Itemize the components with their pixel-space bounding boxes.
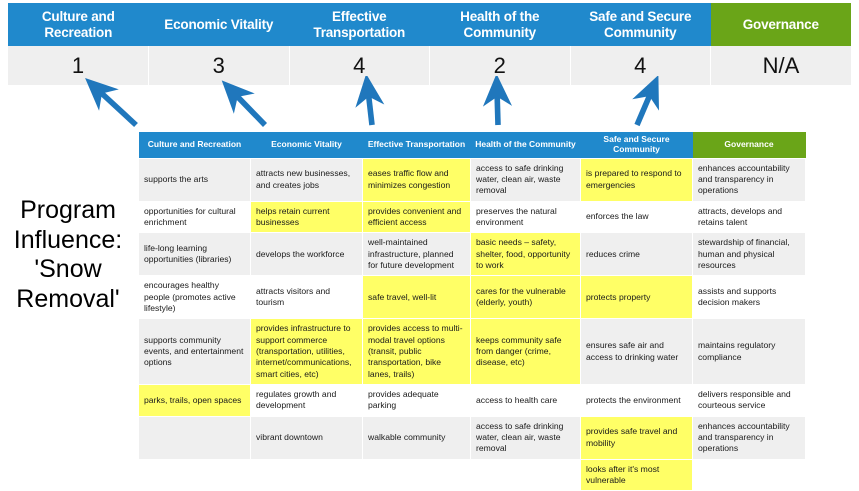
scorecard-score-health-of-the-community: 2 bbox=[429, 46, 571, 86]
matrix-cell: ensures safe air and access to drinking … bbox=[580, 318, 693, 386]
matrix-body: supports the arts attracts new businesses… bbox=[138, 157, 806, 491]
matrix-cell: provides infrastructure to support comme… bbox=[250, 318, 363, 386]
matrix-cell: provides access to multi-modal travel op… bbox=[362, 318, 471, 386]
matrix-cell: provides safe travel and mobility bbox=[580, 415, 693, 460]
matrix-cell bbox=[138, 415, 251, 460]
matrix-cell bbox=[250, 458, 363, 491]
matrix-cell: keeps community safe from danger (crime,… bbox=[470, 318, 581, 386]
matrix-cell: attracts, develops and retains talent bbox=[692, 200, 806, 234]
matrix-cell: access to safe drinking water, clean air… bbox=[470, 157, 581, 202]
arrow-up-left-icon-4 bbox=[482, 76, 513, 126]
matrix-cell: access to health care bbox=[470, 384, 581, 417]
matrix-header-economic-vitality: Economic Vitality bbox=[250, 132, 363, 159]
matrix-cell: supports the arts bbox=[138, 157, 251, 202]
matrix-cell: helps retain current businesses bbox=[250, 200, 363, 234]
caption-line-1: Program bbox=[20, 196, 116, 224]
arrow-up-left-icon-1 bbox=[85, 77, 138, 128]
arrow-up-left-icon-3 bbox=[355, 76, 385, 126]
matrix-header-safe-and-secure-community: Safe and Secure Community bbox=[580, 132, 693, 159]
matrix-cell bbox=[138, 458, 251, 491]
scorecard-header-effective-transportation: Effective Transportation bbox=[289, 3, 430, 47]
matrix-cell: eases traffic flow and minimizes congest… bbox=[362, 157, 471, 202]
scorecard-score-effective-transportation: 4 bbox=[288, 46, 430, 86]
scorecard-score-economic-vitality: 3 bbox=[148, 46, 290, 86]
matrix-cell: opportunities for cultural enrichment bbox=[138, 200, 251, 234]
matrix-cell: provides adequate parking bbox=[362, 384, 471, 417]
matrix-cell: enhances accountability and transparency… bbox=[692, 157, 806, 202]
matrix-cell: basic needs – safety, shelter, food, opp… bbox=[470, 232, 581, 277]
matrix-cell: stewardship of financial, human and phys… bbox=[692, 232, 806, 277]
matrix-cell: provides convenient and efficient access bbox=[362, 200, 471, 234]
matrix-row: opportunities for cultural enrichment hel… bbox=[138, 200, 806, 234]
matrix-cell: assists and supports decision makers bbox=[692, 275, 806, 320]
matrix-cell: vibrant downtown bbox=[250, 415, 363, 460]
matrix-cell: is prepared to respond to emergencies bbox=[580, 157, 693, 202]
matrix-cell: cares for the vulnerable (elderly, youth… bbox=[470, 275, 581, 320]
matrix-cell: encourages healthy people (promotes acti… bbox=[138, 275, 251, 320]
matrix-header-effective-transportation: Effective Transportation bbox=[362, 132, 471, 159]
scorecard-score-row: 1 3 4 2 4 N/A bbox=[8, 46, 851, 86]
matrix-cell: protects property bbox=[580, 275, 693, 320]
scorecard-score-culture-and-recreation: 1 bbox=[8, 46, 149, 86]
scorecard-header-health-of-the-community: Health of the Community bbox=[429, 3, 570, 47]
caption-line-3: 'Snow bbox=[34, 255, 102, 283]
matrix-cell bbox=[470, 458, 581, 491]
matrix-cell: attracts visitors and tourism bbox=[250, 275, 363, 320]
program-influence-matrix: Culture and Recreation Economic Vitality… bbox=[138, 132, 806, 491]
caption-line-2: Influence: bbox=[13, 225, 123, 254]
matrix-cell: access to safe drinking water, clean air… bbox=[470, 415, 581, 460]
scorecard-header-culture-and-recreation: Culture and Recreation bbox=[8, 3, 149, 47]
scorecard-header-governance: Governance bbox=[710, 3, 851, 47]
matrix-cell bbox=[362, 458, 471, 491]
matrix-cell: regulates growth and development bbox=[250, 384, 363, 417]
matrix-cell bbox=[692, 458, 806, 491]
matrix-row: parks, trails, open spaces regulates grow… bbox=[138, 384, 806, 417]
matrix-row: vibrant downtown walkable community access… bbox=[138, 415, 806, 460]
arrow-up-left-icon-2 bbox=[221, 80, 268, 127]
matrix-cell: protects the environment bbox=[580, 384, 693, 417]
arrow-up-left-icon-5 bbox=[632, 76, 659, 127]
matrix-cell: supports community events, and entertain… bbox=[138, 318, 251, 386]
matrix-cell: safe travel, well-lit bbox=[362, 275, 471, 320]
matrix-cell: maintains regulatory compliance bbox=[692, 318, 806, 386]
matrix-header-health-of-the-community: Health of the Community bbox=[470, 132, 581, 159]
matrix-cell: reduces crime bbox=[580, 232, 693, 277]
matrix-header-culture-and-recreation: Culture and Recreation bbox=[138, 132, 251, 159]
scorecard-score-safe-and-secure-community: 4 bbox=[569, 46, 711, 86]
strategic-priorities-scorecard: Culture and Recreation Economic Vitality… bbox=[8, 3, 851, 86]
matrix-cell: preserves the natural environment bbox=[470, 200, 581, 234]
matrix-cell: delivers responsible and courteous servi… bbox=[692, 384, 806, 417]
matrix-header-row: Culture and Recreation Economic Vitality… bbox=[138, 132, 806, 159]
matrix-row: life-long learning opportunities (librar… bbox=[138, 232, 806, 277]
scorecard-header-economic-vitality: Economic Vitality bbox=[148, 3, 289, 47]
matrix-cell: well-maintained infrastructure, planned … bbox=[362, 232, 471, 277]
matrix-cell: life-long learning opportunities (librar… bbox=[138, 232, 251, 277]
matrix-row: looks after it's most vulnerable bbox=[138, 458, 806, 491]
matrix-cell: looks after it's most vulnerable bbox=[580, 458, 693, 491]
matrix-row: supports the arts attracts new businesses… bbox=[138, 157, 806, 202]
scorecard-header-safe-and-secure-community: Safe and Secure Community bbox=[570, 3, 711, 47]
matrix-cell: enforces the law bbox=[580, 200, 693, 234]
matrix-cell: develops the workforce bbox=[250, 232, 363, 277]
matrix-cell: walkable community bbox=[362, 415, 471, 460]
matrix-cell: parks, trails, open spaces bbox=[138, 384, 251, 417]
scorecard-header-row: Culture and Recreation Economic Vitality… bbox=[8, 3, 851, 47]
program-influence-caption: Program Influence: 'Snow Removal' bbox=[4, 196, 132, 314]
matrix-row: supports community events, and entertain… bbox=[138, 318, 806, 386]
matrix-cell: enhances accountability and transparency… bbox=[692, 415, 806, 460]
caption-line-4: Removal' bbox=[16, 284, 120, 313]
matrix-row: encourages healthy people (promotes acti… bbox=[138, 275, 806, 320]
matrix-cell: attracts new businesses, and creates job… bbox=[250, 157, 363, 202]
matrix-header-governance: Governance bbox=[692, 132, 806, 159]
scorecard-score-governance: N/A bbox=[710, 46, 851, 86]
